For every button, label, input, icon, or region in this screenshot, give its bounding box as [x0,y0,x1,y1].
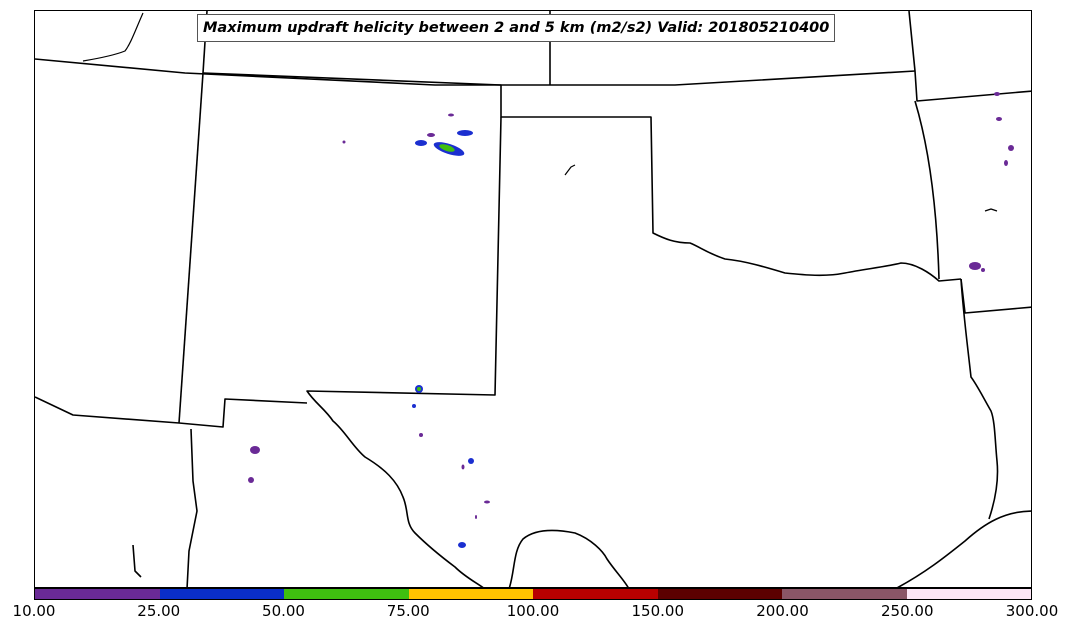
colorbar-tick-label: 75.00 [386,602,430,620]
storm-cell [457,130,473,136]
colorbar-segment [906,589,1031,599]
storm-cell [427,133,435,137]
oklahoma-arkansas-boundary [914,100,940,280]
map-title: Maximum updraft helicity between 2 and 5… [197,14,836,42]
texas-louisiana-boundary [960,278,999,520]
storm-cell [412,404,416,408]
colorbar-tick-label: 300.00 [1005,602,1059,620]
missouri-boundary [908,11,1031,102]
storm-cell [475,515,477,519]
lake-feature-east [984,208,998,212]
colorbar-tick-label: 25.00 [137,602,181,620]
texas-border [306,116,502,587]
storm-cell [969,262,981,270]
map-panel [34,10,1032,588]
oklahoma-boundary [202,72,962,282]
colorbar-tick-label: 150.00 [631,602,685,620]
colorbar-tick-label: 100.00 [506,602,560,620]
colorbar-segment [657,589,782,599]
colorbar-tick-label: 250.00 [881,602,934,620]
storm-cell [248,477,254,483]
colorbar-tick-label: 10.00 [12,602,56,620]
map-canvas [35,11,1031,587]
storm-cell [484,500,490,504]
storm-cell [996,117,1002,121]
great-salt-lake-coast [82,12,144,62]
storm-cell [1004,160,1008,166]
colorbar-segment [533,589,658,599]
colorbar-tick-label: 200.00 [756,602,809,620]
storm-cell [1008,145,1014,151]
storm-cell [448,113,454,117]
colorbar-segment [782,589,907,599]
new-mexico-west-boundary [178,72,204,424]
state-boundaries [35,11,1031,587]
storm-cell-core [439,144,455,152]
storm-cell [994,92,1000,96]
storm-cell [342,140,346,144]
colorbar-segment [408,589,533,599]
storm-cell [419,433,423,437]
colorbar-tick-label: 50.00 [262,602,305,620]
colorbar-segment [35,589,160,599]
storm-cell [415,140,427,146]
storm-cell [468,458,474,464]
gulf-coastline [896,510,1031,587]
helicity-cells [248,92,1014,548]
mexico-border-west [35,396,308,428]
storm-cell-core [417,387,421,391]
chihuahua-boundary [186,428,198,587]
arkansas-south-boundary [960,278,1031,314]
storm-cell [250,446,260,454]
colorbar-segment [159,589,284,599]
baja-coast [132,544,142,578]
colorbar [34,588,1032,600]
storm-cell [461,464,465,470]
kansas-north-boundary [35,58,916,86]
rio-grande-border [508,529,629,587]
colorbar-segment [284,589,409,599]
storm-cell [458,542,466,548]
lake-feature [564,164,576,176]
storm-cell [981,268,985,272]
